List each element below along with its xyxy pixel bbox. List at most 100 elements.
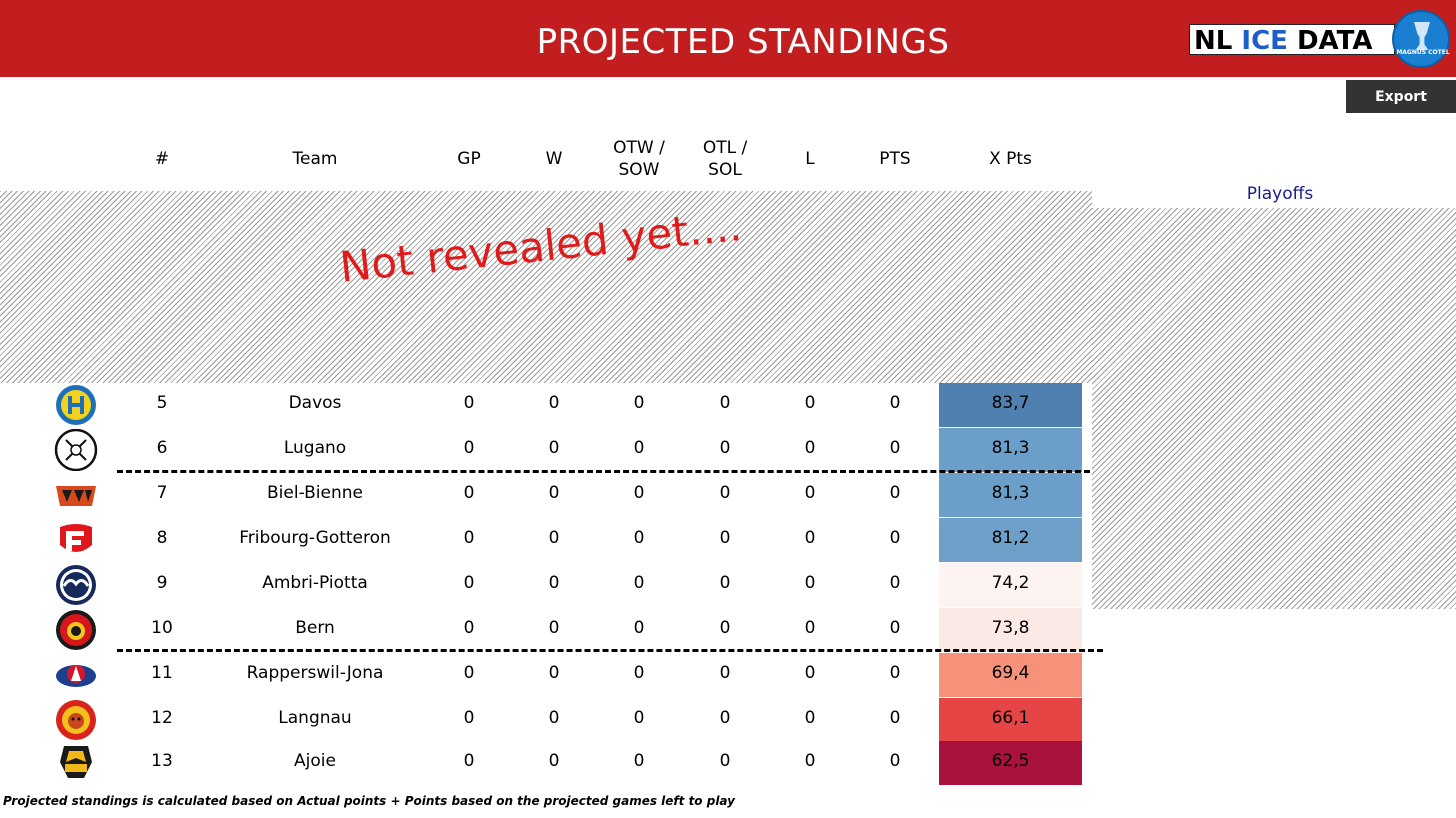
table-row: 13 Ajoie 0 0 0 0 0 0 62,5 bbox=[0, 741, 1092, 786]
table-row: 8 Fribourg-Gotteron 0 0 0 0 0 0 81,2 bbox=[0, 518, 1092, 563]
l-cell: 0 bbox=[804, 393, 816, 413]
xpts-cell: 66,1 bbox=[939, 698, 1082, 742]
table-row: 6 Lugano 0 0 0 0 0 0 81,3 bbox=[0, 428, 1092, 473]
ambri-logo-icon bbox=[54, 564, 98, 606]
otw-cell: 0 bbox=[633, 618, 645, 638]
playoffs-label: Playoffs bbox=[1246, 184, 1314, 204]
column-header-team: Team bbox=[292, 149, 338, 169]
ajoie-logo-icon bbox=[54, 742, 98, 784]
w-cell: 0 bbox=[548, 663, 560, 683]
rank-cell: 6 bbox=[156, 438, 168, 458]
table-row: 11 Rapperswil-Jona 0 0 0 0 0 0 69,4 bbox=[0, 653, 1092, 698]
otw-cell: 0 bbox=[633, 573, 645, 593]
pts-cell: 0 bbox=[889, 483, 901, 503]
w-cell: 0 bbox=[548, 708, 560, 728]
otl-cell: 0 bbox=[719, 573, 731, 593]
gp-cell: 0 bbox=[463, 438, 475, 458]
column-header-otw: OTW / SOW bbox=[600, 137, 678, 181]
pts-cell: 0 bbox=[889, 393, 901, 413]
lugano-logo-icon bbox=[54, 429, 98, 471]
team-name-cell: Biel-Bienne bbox=[267, 483, 363, 503]
xpts-cell: 62,5 bbox=[939, 741, 1082, 785]
xpts-cell: 74,2 bbox=[939, 563, 1082, 607]
rank-cell: 11 bbox=[151, 663, 173, 683]
davos-logo-icon bbox=[54, 384, 98, 426]
brand-wordmark: NL ICE DATA bbox=[1194, 26, 1373, 56]
team-name-cell: Ajoie bbox=[294, 751, 336, 771]
column-header-xpts: X Pts bbox=[989, 149, 1032, 169]
table-row: 12 Langnau 0 0 0 0 0 0 66,1 bbox=[0, 698, 1092, 743]
page-title: PROJECTED STANDINGS bbox=[536, 22, 950, 62]
column-header-otw-line2: SOW bbox=[618, 160, 660, 180]
w-cell: 0 bbox=[548, 438, 560, 458]
l-cell: 0 bbox=[804, 483, 816, 503]
header-bar: PROJECTED STANDINGS NL ICE DATA MAGNUS C… bbox=[0, 0, 1456, 77]
table-row: 5 Davos 0 0 0 0 0 0 83,7 bbox=[0, 383, 1092, 428]
team-name-cell: Davos bbox=[288, 393, 342, 413]
rank-cell: 5 bbox=[156, 393, 168, 413]
otw-cell: 0 bbox=[633, 393, 645, 413]
team-name-cell: Langnau bbox=[278, 708, 352, 728]
gp-cell: 0 bbox=[463, 663, 475, 683]
gp-cell: 0 bbox=[463, 751, 475, 771]
xpts-cell: 81,2 bbox=[939, 518, 1082, 562]
badge-caption: MAGNUS COTEL bbox=[1396, 49, 1450, 56]
team-name-cell: Rapperswil-Jona bbox=[246, 663, 384, 683]
langnau-logo-icon bbox=[54, 699, 98, 741]
column-header-w: W bbox=[545, 149, 563, 169]
w-cell: 0 bbox=[548, 528, 560, 548]
l-cell: 0 bbox=[804, 663, 816, 683]
otw-cell: 0 bbox=[633, 528, 645, 548]
bern-logo-icon bbox=[54, 609, 98, 651]
otw-cell: 0 bbox=[633, 708, 645, 728]
rank-cell: 13 bbox=[151, 751, 173, 771]
column-header-l: L bbox=[805, 149, 815, 169]
trophy-icon bbox=[1414, 22, 1430, 50]
playin-cutoff-line bbox=[117, 649, 1103, 652]
brand-logo: NL ICE DATA bbox=[1189, 24, 1395, 56]
pts-cell: 0 bbox=[889, 438, 901, 458]
gp-cell: 0 bbox=[463, 708, 475, 728]
w-cell: 0 bbox=[548, 483, 560, 503]
column-header-pts: PTS bbox=[879, 149, 911, 169]
xpts-cell: 81,3 bbox=[939, 473, 1082, 517]
pts-cell: 0 bbox=[889, 708, 901, 728]
xpts-cell: 83,7 bbox=[939, 383, 1082, 427]
otw-cell: 0 bbox=[633, 483, 645, 503]
fribourg-logo-icon bbox=[54, 519, 98, 561]
w-cell: 0 bbox=[548, 618, 560, 638]
otl-cell: 0 bbox=[719, 751, 731, 771]
otl-cell: 0 bbox=[719, 618, 731, 638]
rank-cell: 7 bbox=[156, 483, 168, 503]
l-cell: 0 bbox=[804, 708, 816, 728]
trophy-badge-icon: MAGNUS COTEL bbox=[1392, 10, 1450, 68]
w-cell: 0 bbox=[548, 751, 560, 771]
gp-cell: 0 bbox=[463, 483, 475, 503]
playoffs-panel-overlay bbox=[1092, 208, 1456, 609]
otl-cell: 0 bbox=[719, 483, 731, 503]
otl-cell: 0 bbox=[719, 663, 731, 683]
l-cell: 0 bbox=[804, 438, 816, 458]
pts-cell: 0 bbox=[889, 751, 901, 771]
pts-cell: 0 bbox=[889, 528, 901, 548]
rapperswil-logo-icon bbox=[54, 654, 98, 696]
gp-cell: 0 bbox=[463, 573, 475, 593]
column-header-otw-line1: OTW / bbox=[613, 138, 665, 158]
playoff-cutoff-line bbox=[117, 470, 1090, 473]
xpts-cell: 81,3 bbox=[939, 428, 1082, 472]
export-button[interactable]: Export bbox=[1346, 80, 1456, 113]
column-header-gp: GP bbox=[457, 149, 481, 169]
rank-cell: 10 bbox=[151, 618, 173, 638]
gp-cell: 0 bbox=[463, 618, 475, 638]
w-cell: 0 bbox=[548, 393, 560, 413]
otw-cell: 0 bbox=[633, 438, 645, 458]
xpts-cell: 69,4 bbox=[939, 653, 1082, 697]
hidden-rows-overlay bbox=[0, 191, 1092, 383]
team-name-cell: Ambri-Piotta bbox=[262, 573, 368, 593]
l-cell: 0 bbox=[804, 751, 816, 771]
otl-cell: 0 bbox=[719, 708, 731, 728]
l-cell: 0 bbox=[804, 528, 816, 548]
biel-logo-icon bbox=[54, 474, 98, 516]
l-cell: 0 bbox=[804, 573, 816, 593]
pts-cell: 0 bbox=[889, 663, 901, 683]
